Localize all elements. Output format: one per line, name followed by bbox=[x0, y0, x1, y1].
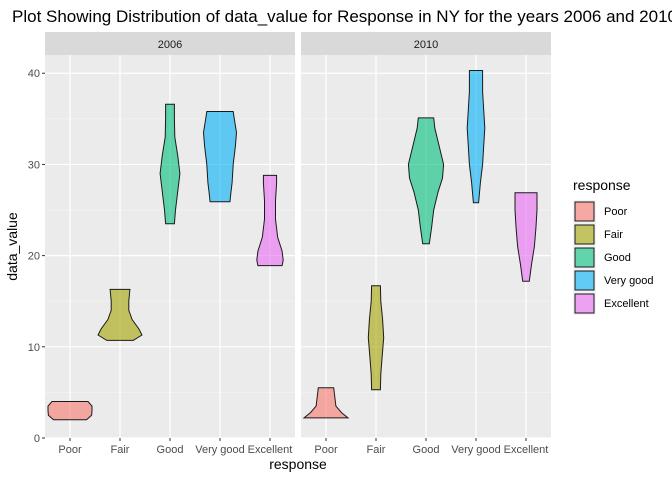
x-tick-label: Good bbox=[413, 444, 440, 456]
chart-title: Plot Showing Distribution of data_value … bbox=[12, 7, 672, 26]
facet-label: 2006 bbox=[158, 39, 182, 51]
violin-excellent-2006 bbox=[256, 174, 284, 267]
y-tick-label: 0 bbox=[34, 433, 40, 445]
violin-good-2006 bbox=[159, 103, 181, 225]
violin-fair-2010 bbox=[367, 285, 385, 391]
violin-excellent-2010 bbox=[514, 192, 538, 282]
legend-label: Fair bbox=[604, 229, 623, 241]
y-tick-label: 30 bbox=[28, 159, 40, 171]
x-tick-label: Poor bbox=[58, 444, 82, 456]
legend-swatch bbox=[574, 270, 595, 291]
legend-label: Excellent bbox=[604, 298, 649, 310]
violin-very-good-2006 bbox=[202, 111, 238, 203]
y-axis-title: data_value bbox=[4, 212, 20, 281]
violin-very-good-2010 bbox=[466, 70, 486, 204]
legend-title: response bbox=[573, 177, 631, 193]
facet-label: 2010 bbox=[414, 39, 438, 51]
legend-swatch bbox=[574, 201, 595, 222]
facet-strip bbox=[45, 32, 295, 55]
x-tick-label: Excellent bbox=[248, 444, 293, 456]
legend-swatch bbox=[574, 247, 595, 268]
facet-strip bbox=[301, 32, 551, 55]
violin-poor-2006 bbox=[47, 401, 93, 421]
legend-swatch bbox=[574, 224, 595, 245]
violin-fair-2006 bbox=[97, 288, 143, 341]
violin-poor-2010 bbox=[302, 387, 350, 419]
violin-good-2010 bbox=[407, 117, 445, 245]
legend-label: Good bbox=[604, 252, 631, 264]
x-tick-label: Poor bbox=[314, 444, 338, 456]
y-tick-label: 40 bbox=[28, 68, 40, 80]
x-tick-label: Excellent bbox=[504, 444, 549, 456]
legend-label: Very good bbox=[604, 275, 654, 287]
legend-swatch bbox=[574, 293, 595, 314]
y-tick-label: 10 bbox=[28, 342, 40, 354]
x-axis-title: response bbox=[269, 456, 327, 472]
x-tick-label: Fair bbox=[367, 444, 386, 456]
x-tick-label: Fair bbox=[111, 444, 130, 456]
x-tick-label: Very good bbox=[451, 444, 501, 456]
x-tick-label: Very good bbox=[195, 444, 245, 456]
legend-label: Poor bbox=[604, 206, 628, 218]
x-tick-label: Good bbox=[157, 444, 184, 456]
y-tick-label: 20 bbox=[28, 251, 40, 263]
